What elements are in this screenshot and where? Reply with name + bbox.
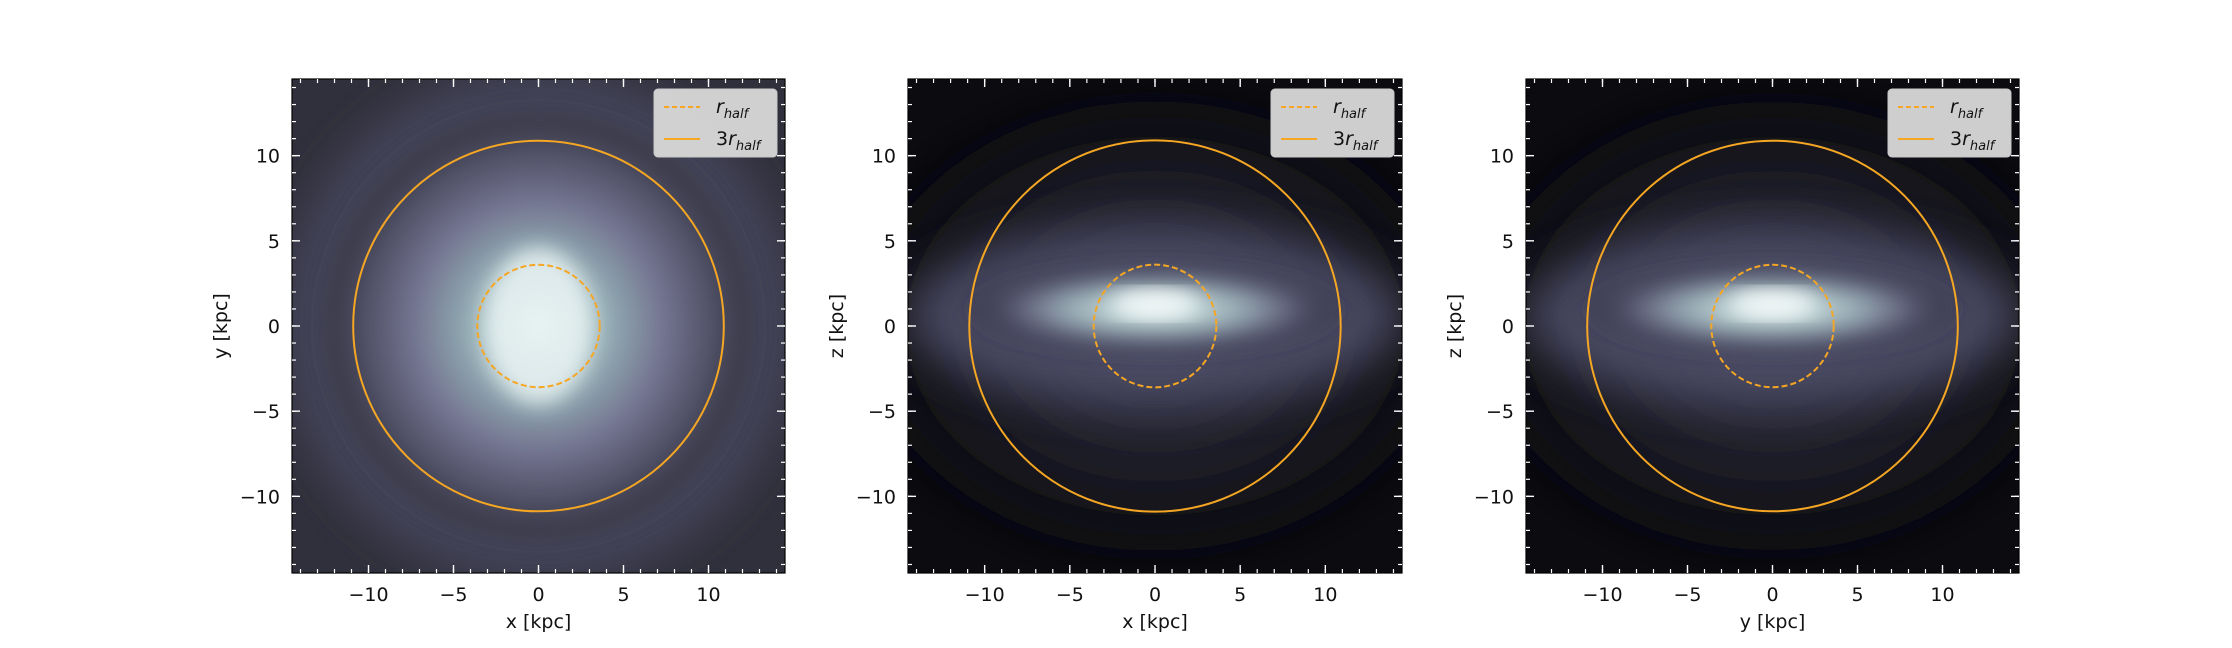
- y-tick-label: 5: [1502, 231, 1514, 253]
- panel-3: −10 −5 0 5 10 −10 −5 0 5 10 y [kpc] z [kpc] rhalf 3rh…: [1444, 78, 2020, 633]
- circle-r-half: [1710, 263, 1835, 389]
- y-tick-label: 0: [884, 316, 896, 338]
- circle-3r-half: [1586, 139, 1959, 513]
- y-tick-label: −5: [252, 401, 280, 423]
- circle-r-half: [1092, 263, 1218, 389]
- x-tick-label: 0: [532, 584, 544, 606]
- x-tick-label: −5: [1673, 584, 1701, 606]
- x-tick-label: −10: [1582, 584, 1622, 606]
- x-tick-label: 5: [617, 584, 629, 606]
- legend: rhalf 3rhalf: [1887, 88, 2012, 158]
- y-tick-label: 10: [1490, 146, 1514, 168]
- x-tick-label: −10: [965, 584, 1005, 606]
- x-tick-label: −5: [1056, 584, 1084, 606]
- x-tick-label: 10: [1313, 584, 1337, 606]
- y-tick-label: −10: [240, 486, 280, 508]
- y-tick-label: −5: [1486, 401, 1514, 423]
- y-axis-label: z [kpc]: [826, 294, 848, 358]
- x-tick-label: −5: [439, 584, 467, 606]
- legend-entry: 3rhalf: [1950, 128, 1997, 154]
- x-tick-label: 10: [696, 584, 720, 606]
- y-tick-label: −10: [1474, 486, 1514, 508]
- circle-r-half: [476, 263, 601, 389]
- y-tick-label: 10: [256, 146, 280, 168]
- y-tick-label: 5: [268, 231, 280, 253]
- y-tick-label: −10: [856, 486, 896, 508]
- legend: rhalf 3rhalf: [1270, 88, 1395, 158]
- legend-entry: 3rhalf: [1333, 128, 1380, 154]
- legend-entry: rhalf: [716, 96, 751, 122]
- y-tick-label: 10: [872, 146, 896, 168]
- density-image: [292, 79, 785, 573]
- y-tick-label: 0: [1502, 316, 1514, 338]
- panel-2: −10 −5 0 5 10 −10 −5 0 5 10 x [kpc] z [kpc] rhalf 3rh…: [826, 78, 1403, 633]
- y-tick-label: 0: [268, 316, 280, 338]
- y-axis-label: z [kpc]: [1444, 294, 1466, 358]
- panel-1: −10 −5 0 5 10 −10 −5 0 5 10 x [kpc] y [kpc] rhalf 3rh…: [210, 78, 786, 633]
- x-tick-label: 0: [1149, 584, 1161, 606]
- x-axis-label: x [kpc]: [506, 611, 572, 633]
- legend-entry: 3rhalf: [716, 128, 763, 154]
- legend-entry: rhalf: [1950, 96, 1985, 122]
- x-tick-label: 5: [1851, 584, 1863, 606]
- x-axis-label: y [kpc]: [1740, 611, 1806, 633]
- y-axis-label: y [kpc]: [210, 293, 232, 359]
- x-tick-label: 5: [1234, 584, 1246, 606]
- y-tick-label: −5: [868, 401, 896, 423]
- density-image: [1526, 79, 2019, 573]
- legend: rhalf 3rhalf: [653, 88, 778, 158]
- x-tick-label: −10: [348, 584, 388, 606]
- x-axis-label: x [kpc]: [1122, 611, 1188, 633]
- legend-entry: rhalf: [1333, 96, 1368, 122]
- circle-3r-half: [352, 139, 725, 513]
- x-tick-label: 10: [1930, 584, 1954, 606]
- x-tick-label: 0: [1766, 584, 1778, 606]
- density-image: [908, 79, 1402, 573]
- circle-3r-half: [968, 139, 1342, 513]
- y-tick-label: 5: [884, 231, 896, 253]
